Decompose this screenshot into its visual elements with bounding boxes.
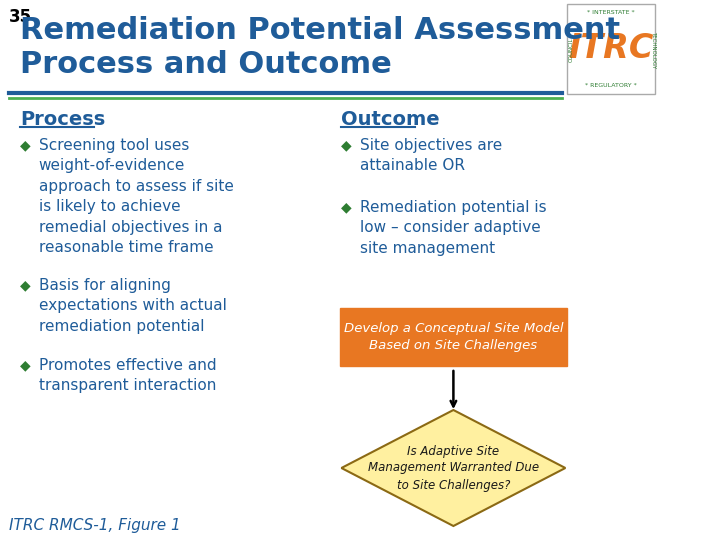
Text: Remediation Potential Assessment: Remediation Potential Assessment	[20, 16, 621, 45]
Text: * REGULATORY *: * REGULATORY *	[585, 83, 637, 88]
Text: Process and Outcome: Process and Outcome	[20, 50, 392, 79]
Text: Site objectives are
attainable OR: Site objectives are attainable OR	[360, 138, 502, 173]
Text: ◆: ◆	[341, 138, 352, 152]
Text: Screening tool uses
weight-of-evidence
approach to assess if site
is likely to a: Screening tool uses weight-of-evidence a…	[39, 138, 233, 255]
Polygon shape	[341, 410, 565, 526]
Text: TECHNOLOGY: TECHNOLOGY	[651, 31, 656, 69]
Text: ITRC: ITRC	[569, 31, 654, 64]
FancyBboxPatch shape	[340, 308, 567, 366]
FancyBboxPatch shape	[567, 4, 655, 94]
Text: Promotes effective and
transparent interaction: Promotes effective and transparent inter…	[39, 358, 216, 394]
Text: Is Adaptive Site
Management Warranted Due
to Site Challenges?: Is Adaptive Site Management Warranted Du…	[368, 444, 539, 491]
Text: Remediation potential is
low – consider adaptive
site management: Remediation potential is low – consider …	[360, 200, 546, 256]
Text: Develop a Conceptual Site Model
Based on Site Challenges: Develop a Conceptual Site Model Based on…	[343, 322, 563, 352]
Text: * INTERSTATE *: * INTERSTATE *	[588, 10, 635, 15]
Text: ◆: ◆	[341, 200, 352, 214]
Text: Outcome: Outcome	[341, 110, 440, 129]
Text: Basis for aligning
expectations with actual
remediation potential: Basis for aligning expectations with act…	[39, 278, 226, 334]
Text: COUNCIL: COUNCIL	[568, 38, 573, 62]
Text: ◆: ◆	[20, 278, 31, 292]
Text: Process: Process	[20, 110, 105, 129]
Text: ITRC RMCS-1, Figure 1: ITRC RMCS-1, Figure 1	[9, 518, 181, 533]
Text: 35: 35	[9, 8, 32, 26]
Text: ◆: ◆	[20, 358, 31, 372]
Text: ◆: ◆	[20, 138, 31, 152]
